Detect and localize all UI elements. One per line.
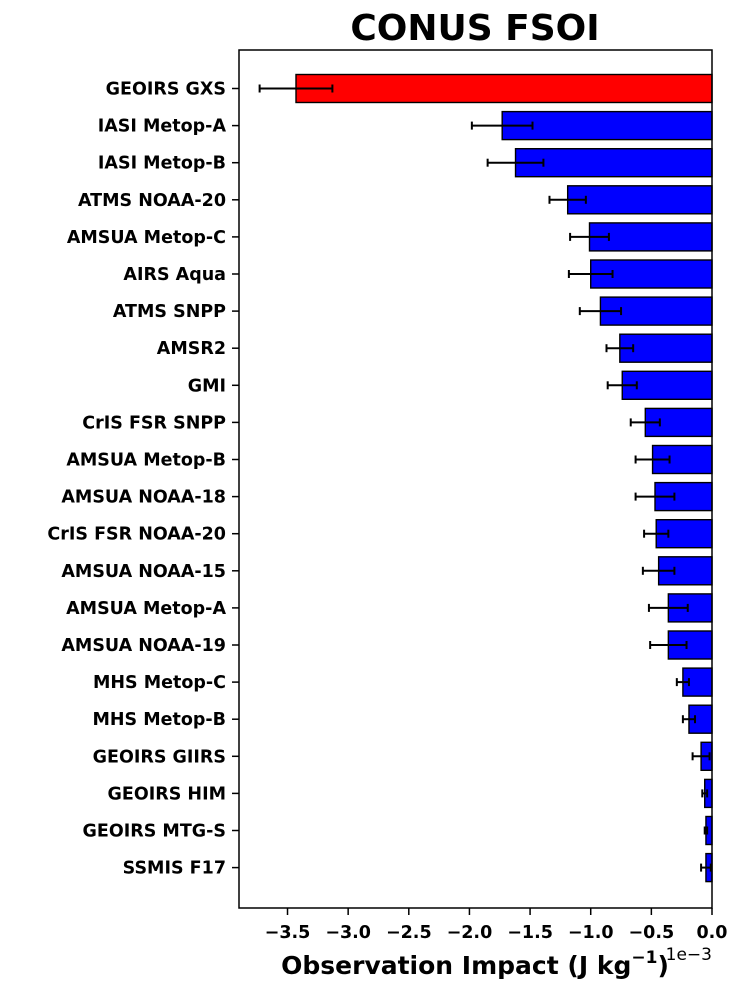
bar-atms-noaa-20 [566,185,713,215]
category-label: ATMS SNPP [113,302,226,322]
category-label: AMSUA NOAA-18 [61,488,226,508]
x-axis-label-main: Observation Impact (J kg [281,951,631,980]
error-bar [691,752,711,761]
error-bar [567,270,614,278]
category-label: AMSUA Metop-C [67,228,226,248]
category-label: MHS Metop-C [93,673,226,693]
category-label: ATMS NOAA-20 [78,191,226,211]
error-bar [649,641,688,649]
category-label: IASI Metop-A [98,117,227,137]
chart-title: CONUS FSOI [350,8,599,49]
category-label: AIRS Aqua [123,265,226,285]
error-bar [606,381,638,390]
x-axis-label-sup: −1 [631,948,657,968]
error-bar [703,826,709,835]
x-tick-label: −1.0 [568,923,614,943]
bar-iasi-metop-b [514,147,713,178]
category-label: AMSUA NOAA-15 [61,562,226,582]
error-bar [700,863,712,872]
x-tick-label: −2.0 [447,923,493,943]
category-label: MHS Metop-B [92,710,226,730]
bar-geoirs-gxs [295,73,713,104]
category-label: GEOIRS GXS [106,80,226,100]
x-axis-label-end: ) [657,951,668,980]
x-offset-label: 1e−3 [666,945,712,965]
category-label: AMSR2 [157,339,226,359]
category-labels: GEOIRS GXS IASI Metop-A IASI Metop-B ATMS N… [47,80,239,879]
bars-layer [295,73,713,883]
x-axis-ticks: −3.5 −3.0 −2.5 −2.0 −1.5 −1.0 −0.5 0.0 [265,908,728,943]
error-bar [647,603,689,612]
error-bar [486,158,545,167]
category-label: AMSUA Metop-A [66,599,226,619]
error-bar [605,344,635,353]
error-bar [634,492,676,501]
error-bar [701,789,709,798]
bar-iasi-metop-a [501,110,713,141]
category-label: GMI [188,376,226,396]
category-label: CrIS FSR SNPP [82,413,226,433]
error-bar [569,232,610,241]
category-label: GEOIRS HIM [108,784,226,804]
x-tick-label: −1.5 [507,923,553,943]
x-tick-label: −3.0 [325,923,371,943]
error-bar [629,418,661,427]
error-bar [643,529,670,538]
plot-frame [238,49,713,909]
category-label: CrIS FSR NOAA-20 [47,525,226,545]
error-bar [641,566,676,575]
x-tick-label: 0.0 [696,923,727,943]
category-label: GEOIRS MTG-S [83,822,226,842]
error-bar [634,455,671,464]
category-label: AMSUA Metop-B [66,451,226,471]
error-bars-layer [258,84,712,872]
x-tick-label: −0.5 [629,923,675,943]
error-bar [675,678,690,687]
error-bar [681,715,697,724]
x-tick-label: −2.5 [386,923,432,943]
x-tick-label: −3.5 [265,923,311,943]
error-bar [470,121,534,130]
category-label: IASI Metop-B [98,154,226,174]
category-label: SSMIS F17 [123,859,226,879]
error-bar [258,84,334,93]
category-label: GEOIRS GIIRS [93,747,226,767]
error-bar [548,195,587,204]
x-axis-label: Observation Impact (J kg−1) [281,948,669,980]
error-bar [578,307,623,316]
category-label: AMSUA NOAA-19 [61,636,226,656]
